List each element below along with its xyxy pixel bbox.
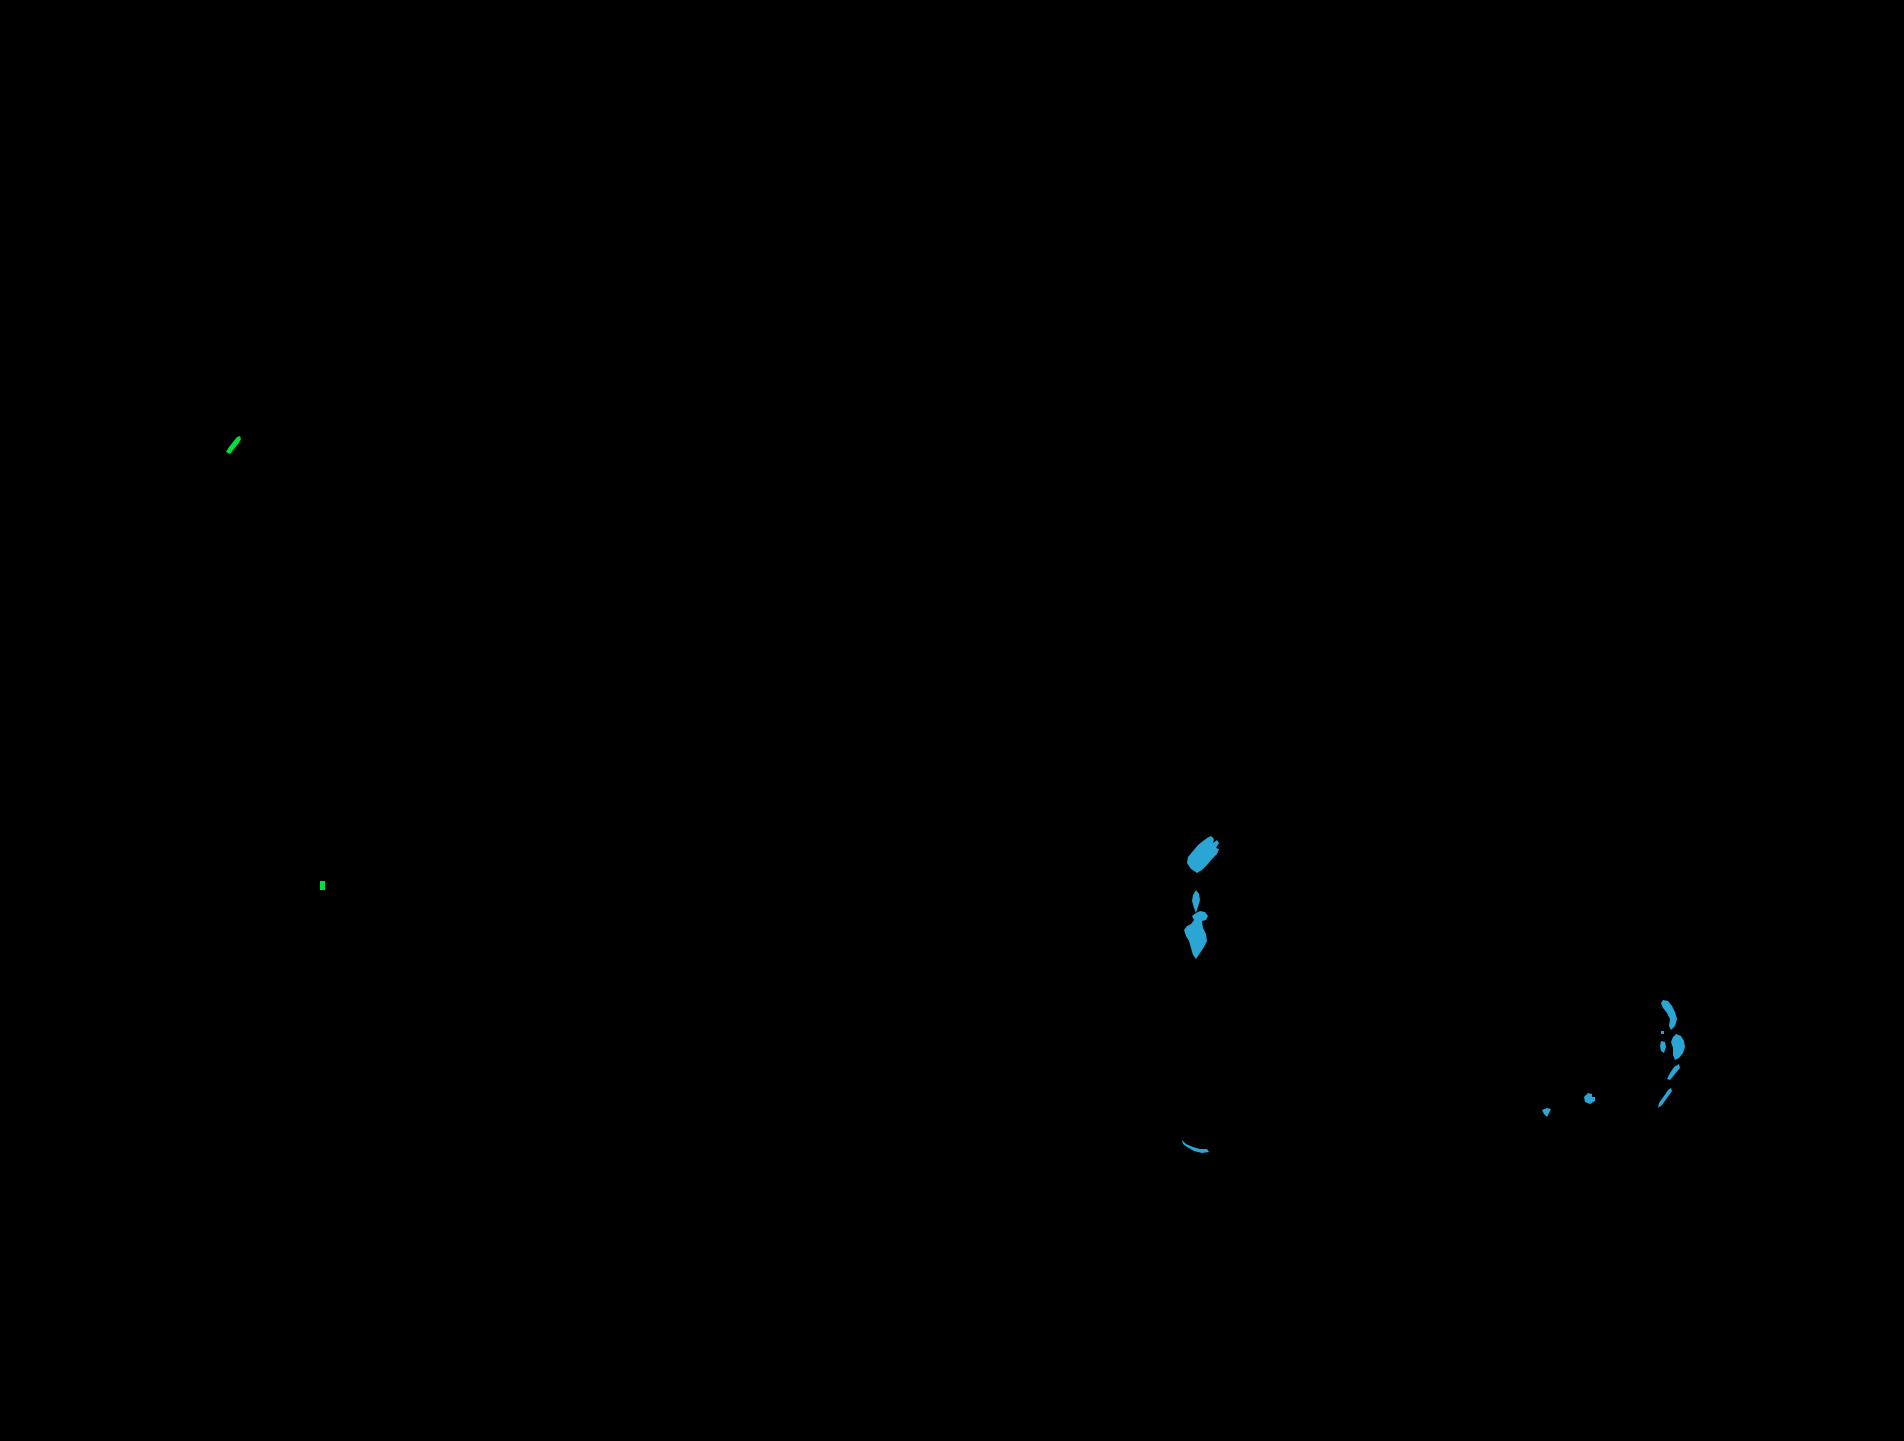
map-region-blue-dot-south-far-west[interactable] — [1542, 1108, 1551, 1117]
map-region-blue-island-upper-large[interactable] — [1187, 836, 1219, 873]
map-region-blue-island-arc-north[interactable] — [1661, 1000, 1677, 1030]
map-region-blue-sliver-arc-south[interactable] — [1658, 1088, 1672, 1108]
map-region-blue-dot-arc-tiny[interactable] — [1661, 1031, 1664, 1034]
map-region-blue-island-lower-elongated[interactable] — [1184, 911, 1208, 959]
map-region-blue-island-mid-small[interactable] — [1192, 890, 1200, 913]
map-region-blue-dot-south-west[interactable] — [1584, 1093, 1595, 1104]
map-region-blue-islet-arc-west[interactable] — [1660, 1041, 1666, 1053]
map-region-blue-island-arc-mid[interactable] — [1671, 1034, 1685, 1060]
map-feature-group — [226, 436, 1685, 1153]
map-region-green-sliver-northwest[interactable] — [226, 436, 241, 454]
map-region-green-dot-central-west[interactable] — [320, 881, 325, 890]
map-region-blue-sliver-arc-southeast[interactable] — [1667, 1064, 1680, 1080]
map-region-blue-line-south-central[interactable] — [1182, 1140, 1209, 1153]
